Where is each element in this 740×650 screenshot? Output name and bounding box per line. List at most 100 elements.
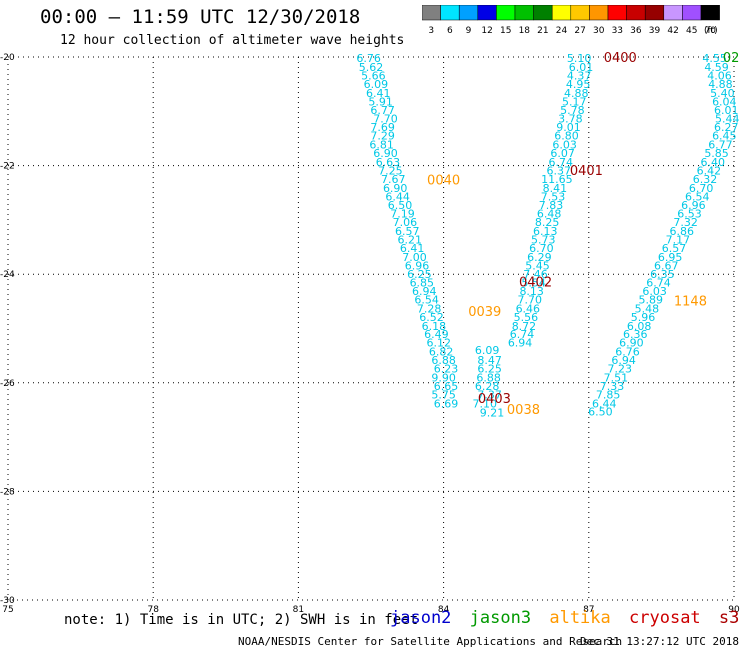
swh-label: 6.13 [533, 225, 558, 238]
pass-time-label: 0400 [604, 51, 637, 66]
swh-label: 7.23 [608, 363, 633, 376]
swh-label: 6.94 [412, 285, 437, 298]
sat-cryosat: cryosat [629, 608, 701, 628]
swh-label: 5.44 [715, 112, 740, 125]
swh-label: 7.37 [477, 389, 502, 402]
swh-label: 6.76 [356, 52, 381, 65]
swh-label: 6.07 [550, 147, 575, 160]
swh-label: 6.82 [429, 345, 454, 358]
swh-label: 6.53 [677, 207, 702, 220]
legend-label: 21 [537, 26, 548, 36]
pass-time-label: 0402 [519, 275, 552, 290]
pass-time-label: 0403 [478, 392, 511, 407]
swh-label: 6.50 [388, 199, 413, 212]
swh-label: 7.83 [539, 199, 564, 212]
swh-label: 6.63 [376, 156, 401, 169]
satellite-legend: jason2 jason3 altika cryosat s3a [390, 608, 740, 628]
swh-label: 6.12 [427, 337, 452, 350]
swh-label: 4.88 [564, 87, 589, 100]
legend-unit: (ft) [704, 26, 718, 36]
swh-label: 8.25 [535, 216, 560, 229]
swh-label: 6.35 [650, 268, 675, 281]
swh-label: 6.88 [476, 371, 501, 384]
legend-label: 70 [705, 26, 717, 36]
swh-label: 6.23 [434, 363, 459, 376]
swh-label: 6.49 [424, 328, 449, 341]
swh-label: 7.00 [402, 251, 427, 264]
swh-label: 6.25 [407, 268, 432, 281]
sat-jason2: jason2 [390, 608, 452, 628]
swh-label: 6.88 [431, 354, 456, 367]
x-tick-label: 90 [728, 605, 740, 615]
swh-label: 6.70 [529, 242, 554, 255]
swh-label: 6.42 [697, 164, 722, 177]
swh-label: 5.54 [521, 276, 546, 289]
swh-label: 6.46 [516, 302, 541, 315]
swh-label: 6.25 [477, 363, 502, 376]
swh-label: 6.28 [475, 380, 500, 393]
swh-label: 7.19 [390, 207, 415, 220]
swh-label: 6.08 [627, 320, 652, 333]
swh-label: 9.01 [556, 121, 581, 134]
swh-label: 7.28 [417, 302, 442, 315]
legend-label: 45 [686, 26, 697, 36]
swh-label: 7.33 [600, 380, 625, 393]
swh-label: 5.75 [431, 389, 456, 402]
chart-title: 00:00 – 11:59 UTC 12/30/2018 [40, 6, 361, 28]
swh-label: 6.77 [708, 138, 733, 151]
sat-altika: altika [549, 608, 611, 628]
swh-label: 6.41 [366, 87, 391, 100]
sat-s3a: s3a [718, 608, 740, 628]
swh-label: 6.94 [508, 337, 533, 350]
swh-label: 6.21 [397, 233, 422, 246]
legend-label: 24 [556, 26, 568, 36]
swh-label: 6.96 [405, 260, 430, 273]
swh-label: 5.66 [361, 69, 386, 82]
swh-label: 6.80 [554, 130, 579, 143]
swh-label: 6.44 [385, 191, 410, 204]
swh-label: 5.40 [710, 87, 735, 100]
y-tick-label: -24 [0, 270, 15, 280]
swh-label: 7.06 [393, 216, 418, 229]
swh-label: 5.62 [359, 61, 384, 74]
legend-label: 39 [649, 26, 661, 36]
swh-label: 6.57 [395, 225, 420, 238]
swh-label: 6.04 [712, 96, 737, 109]
swh-label: 6.67 [654, 260, 679, 273]
swh-label: 6.74 [510, 328, 535, 341]
swh-label: 7.17 [666, 233, 691, 246]
legend-label: 42 [667, 26, 678, 36]
swh-label: 6.37 [547, 164, 572, 177]
swh-label: 5.10 [567, 52, 592, 65]
swh-label: 5.78 [560, 104, 585, 117]
swh-label: 4.37 [567, 69, 592, 82]
footnote: note: 1) Time is in UTC; 2) SWH is in fe… [64, 612, 419, 628]
swh-label: 5.85 [704, 147, 729, 160]
swh-label: 6.85 [410, 276, 435, 289]
swh-label: 5.73 [531, 233, 556, 246]
swh-label: 7.70 [518, 294, 543, 307]
swh-label: 5.45 [525, 260, 550, 273]
swh-label: 4.59 [704, 61, 729, 74]
swh-label: 6.69 [434, 397, 459, 410]
swh-label: 6.57 [662, 242, 687, 255]
legend-label: 27 [574, 26, 585, 36]
swh-label: 6.95 [658, 251, 683, 264]
legend-label: 30 [593, 26, 605, 36]
swh-label: 6.40 [700, 156, 725, 169]
swh-label: 6.94 [611, 354, 636, 367]
legend-label: 6 [447, 26, 453, 36]
swh-label: 5.91 [368, 96, 393, 109]
swh-label: 7.53 [541, 191, 566, 204]
pass-time-label: 0040 [427, 173, 460, 188]
swh-label: 6.09 [364, 78, 389, 91]
legend-swatch [700, 5, 720, 21]
legend-label: 33 [612, 26, 623, 36]
swh-label: 7.25 [378, 164, 403, 177]
swh-label: 7.46 [523, 268, 548, 281]
swh-label: 6.90 [619, 337, 644, 350]
x-tick-label: 75 [2, 605, 13, 615]
legend-label: 36 [630, 26, 642, 36]
y-tick-label: -22 [0, 162, 15, 172]
